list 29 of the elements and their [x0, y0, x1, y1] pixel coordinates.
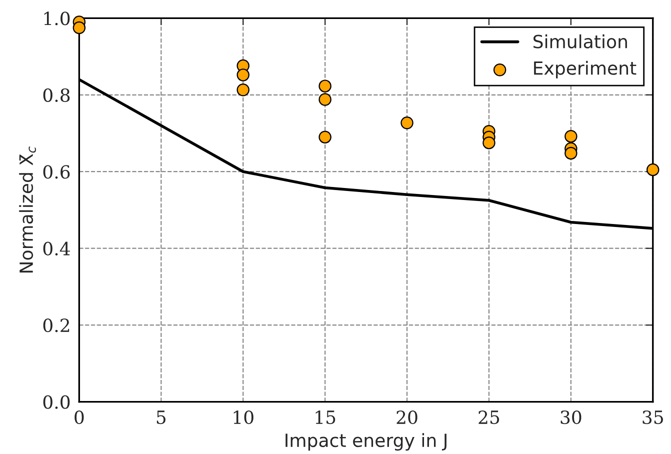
x-tick-label: 15: [316, 410, 336, 424]
y-tick-label: 0.4: [43, 242, 70, 256]
x-tick-label: 5: [156, 410, 166, 424]
x-tick-label: 20: [396, 410, 418, 424]
x-tick-label: 10: [234, 410, 254, 424]
legend-label: Experiment: [534, 60, 636, 78]
x-axis-title: Impact energy in J: [286, 433, 446, 451]
point: [400, 116, 414, 130]
point: [564, 130, 578, 143]
point: [646, 163, 660, 176]
y-tick-label: 1.0: [44, 12, 70, 26]
point: [482, 136, 496, 150]
point: [318, 80, 332, 92]
point: [72, 21, 86, 34]
y-tick-label: 0.0: [43, 395, 70, 409]
point: [236, 68, 250, 82]
x-tick-label: 0: [74, 410, 84, 424]
point: [236, 84, 250, 96]
x-tick-label: 30: [560, 410, 582, 424]
y-tick-label: 0.2: [43, 318, 70, 332]
x-tick-label: 25: [478, 410, 500, 424]
point: [564, 146, 578, 160]
y-tick-label: 0.6: [43, 165, 70, 179]
point: [318, 130, 332, 144]
y-tick-label: 0.8: [43, 88, 70, 102]
y-axis-title: Normalized X̄$_{c}$: [19, 146, 36, 272]
x-tick-label: 35: [642, 410, 663, 424]
legend-label: Simulation: [534, 34, 627, 48]
point: [318, 93, 332, 106]
